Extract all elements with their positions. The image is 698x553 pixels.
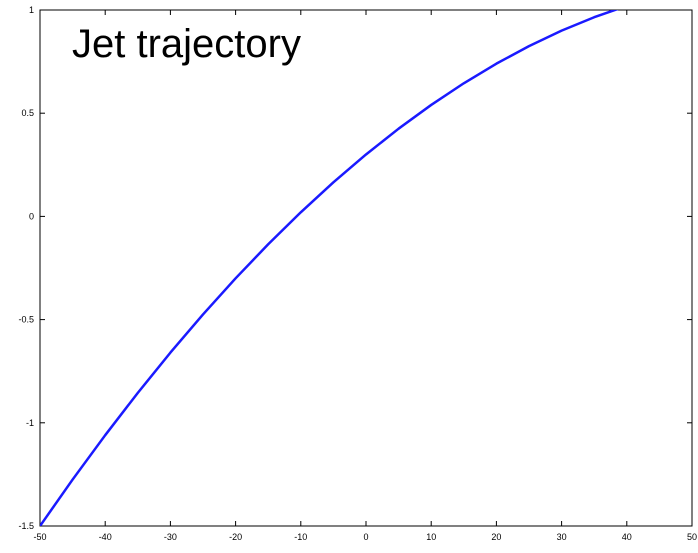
x-tick-label: 20 <box>491 532 501 542</box>
x-tick-label: -30 <box>164 532 177 542</box>
x-tick-label: 40 <box>622 532 632 542</box>
series-layer <box>40 10 619 526</box>
x-tick-label: 10 <box>426 532 436 542</box>
y-tick-label: -1 <box>26 418 34 428</box>
x-axis: -50 -40 -30 -20 -10 0 10 20 30 40 50 <box>33 10 697 542</box>
x-tick-label: 0 <box>363 532 368 542</box>
x-tick-label: 50 <box>687 532 697 542</box>
y-axis: -1.5 -1 -0.5 0 0.5 1 <box>18 5 692 531</box>
plot-area <box>39 9 693 527</box>
series-line <box>40 10 619 526</box>
x-tick-label: -20 <box>229 532 242 542</box>
chart-title: Jet trajectory <box>72 22 301 66</box>
y-tick-label: 0.5 <box>21 108 34 118</box>
x-tick-label: -10 <box>294 532 307 542</box>
y-tick-label: 0 <box>29 211 34 221</box>
y-tick-label: -1.5 <box>18 521 34 531</box>
x-tick-label: 30 <box>557 532 567 542</box>
y-tick-label: -0.5 <box>18 315 34 325</box>
x-tick-label: -50 <box>33 532 46 542</box>
y-tick-label: 1 <box>29 5 34 15</box>
x-tick-label: -40 <box>99 532 112 542</box>
